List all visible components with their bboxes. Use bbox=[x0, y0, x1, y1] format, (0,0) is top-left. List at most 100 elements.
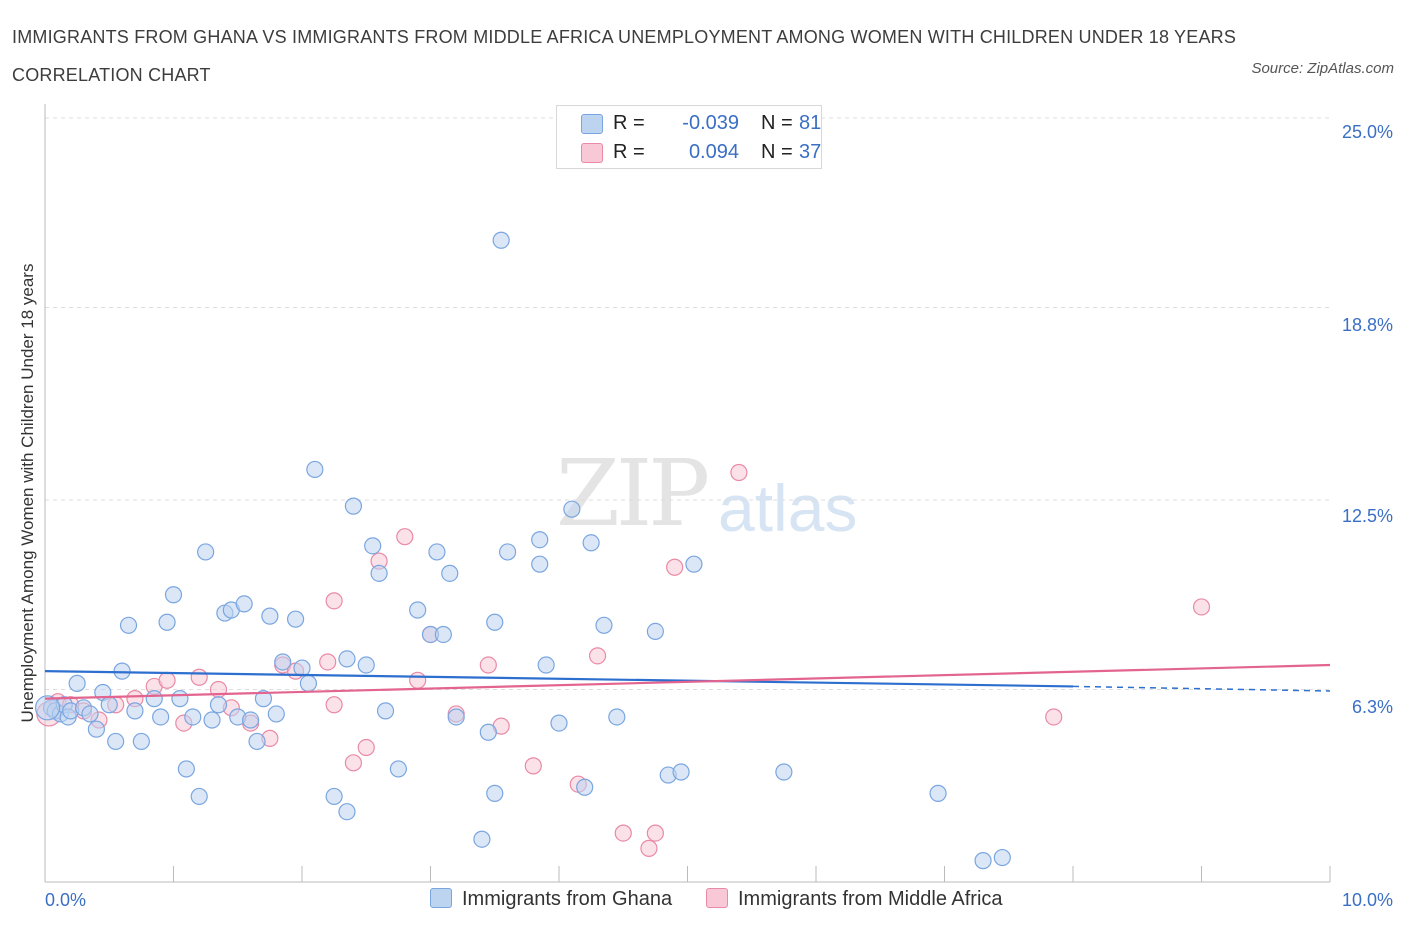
ghana-point bbox=[441, 564, 459, 582]
legend-africa-swatch bbox=[706, 888, 728, 908]
y-axis-label: Unemployment Among Women with Children U… bbox=[18, 263, 37, 723]
ghana-point bbox=[203, 711, 221, 729]
ghana-n-label: N = bbox=[761, 112, 793, 134]
ghana-point bbox=[486, 784, 504, 802]
ghana-r-label: R = bbox=[613, 112, 645, 134]
y-tick-label: 12.5% bbox=[1341, 506, 1393, 526]
ghana-point bbox=[126, 702, 144, 720]
ghana-point bbox=[286, 610, 305, 628]
ghana-point bbox=[235, 595, 253, 613]
africa-point bbox=[325, 696, 343, 714]
chart-title: IMMIGRANTS FROM GHANA VS IMMIGRANTS FROM… bbox=[12, 27, 1237, 85]
africa-point bbox=[344, 754, 362, 772]
ghana-point bbox=[145, 690, 163, 708]
ghana-point bbox=[119, 616, 138, 634]
ghana-point bbox=[595, 616, 613, 634]
ghana-point bbox=[306, 460, 324, 479]
ghana-point bbox=[68, 674, 86, 692]
ghana-point bbox=[428, 543, 446, 561]
africa-r-value: 0.094 bbox=[688, 141, 739, 163]
ghana-point bbox=[357, 656, 375, 674]
ghana-point bbox=[299, 674, 318, 692]
legend-item-ghana: Immigrants from Ghana bbox=[430, 888, 672, 911]
ghana-swatch bbox=[581, 114, 603, 134]
ghana-point bbox=[34, 695, 61, 721]
ghana-point bbox=[576, 778, 594, 796]
ghana-n-value: 81 bbox=[799, 112, 822, 134]
ghana-point bbox=[685, 555, 703, 573]
ghana-point bbox=[293, 659, 311, 677]
ghana-point bbox=[132, 732, 150, 751]
africa-point bbox=[1045, 708, 1063, 726]
legend-row-africa: R = 0.094 N = 37 bbox=[581, 139, 821, 169]
africa-point bbox=[325, 592, 343, 610]
ghana-point bbox=[389, 760, 407, 778]
ghana-point bbox=[267, 705, 285, 723]
ghana-point bbox=[197, 543, 215, 561]
africa-n-value: 37 bbox=[799, 141, 822, 163]
ghana-point bbox=[974, 852, 992, 870]
ghana-point bbox=[248, 732, 266, 751]
source-label: Source: ZipAtlas.com bbox=[1251, 60, 1394, 77]
ghana-point bbox=[370, 564, 388, 582]
watermark-zip: ZIP bbox=[556, 440, 710, 547]
ghana-point bbox=[209, 696, 228, 714]
africa-point bbox=[158, 671, 176, 689]
ghana-point bbox=[473, 830, 491, 848]
ghana-point bbox=[409, 601, 427, 619]
ghana-point bbox=[672, 763, 690, 781]
ghana-point bbox=[376, 702, 395, 720]
watermark-atlas: atlas bbox=[718, 471, 858, 545]
x-tick-label: 10.0% bbox=[1341, 890, 1393, 910]
ghana-point bbox=[447, 708, 465, 726]
ghana-point bbox=[499, 543, 517, 561]
ghana-point bbox=[479, 723, 497, 741]
ghana-point bbox=[531, 555, 549, 573]
africa-point bbox=[640, 839, 658, 857]
africa-point bbox=[409, 671, 427, 689]
legend-ghana-label: Immigrants from Ghana bbox=[462, 888, 673, 910]
africa-n-label: N = bbox=[761, 141, 793, 163]
legend-africa-label: Immigrants from Middle Africa bbox=[738, 888, 1003, 910]
ghana-point bbox=[434, 625, 452, 644]
ghana-point bbox=[550, 714, 568, 732]
africa-point bbox=[479, 656, 497, 674]
ghana-point bbox=[364, 537, 382, 555]
africa-point bbox=[730, 463, 748, 482]
ghana-point bbox=[81, 705, 99, 723]
ghana-point bbox=[486, 613, 504, 631]
ghana-point bbox=[646, 622, 664, 641]
ghana-point bbox=[537, 656, 555, 674]
ghana-point bbox=[171, 690, 189, 708]
x-tick-label: 0.0% bbox=[45, 890, 87, 910]
ghana-point bbox=[164, 586, 183, 604]
ghana-point bbox=[184, 708, 202, 726]
ghana-point bbox=[152, 708, 170, 726]
ghana-point bbox=[158, 613, 176, 631]
africa-point bbox=[524, 757, 542, 775]
ghana-point bbox=[993, 848, 1011, 867]
ghana-trendline bbox=[44, 670, 1074, 688]
africa-point bbox=[190, 668, 208, 686]
africa-point bbox=[1192, 598, 1211, 616]
ghana-point bbox=[563, 500, 581, 518]
ghana-point bbox=[492, 231, 510, 249]
ghana-point bbox=[531, 531, 549, 549]
y-tick-label: 6.3% bbox=[1351, 697, 1393, 717]
ghana-point bbox=[325, 787, 343, 806]
africa-point bbox=[319, 653, 337, 671]
africa-point bbox=[588, 647, 607, 665]
y-tick-label: 25.0% bbox=[1341, 122, 1393, 142]
ghana-point bbox=[87, 720, 106, 738]
ghana-point bbox=[338, 650, 356, 668]
ghana-point bbox=[608, 708, 626, 726]
ghana-point bbox=[107, 732, 125, 751]
legend-row-ghana: R = -0.039 N = 81 bbox=[581, 110, 821, 140]
ghana-point bbox=[254, 690, 273, 708]
ghana-point bbox=[582, 534, 600, 552]
ghana-point bbox=[929, 784, 947, 802]
legend-item-africa: Immigrants from Middle Africa bbox=[706, 888, 1003, 911]
ghana-r-value: -0.039 bbox=[682, 112, 739, 134]
ghana-point bbox=[274, 653, 292, 671]
stats-legend: R = -0.039 N = 81 R = 0.094 N = 37 bbox=[556, 105, 822, 169]
